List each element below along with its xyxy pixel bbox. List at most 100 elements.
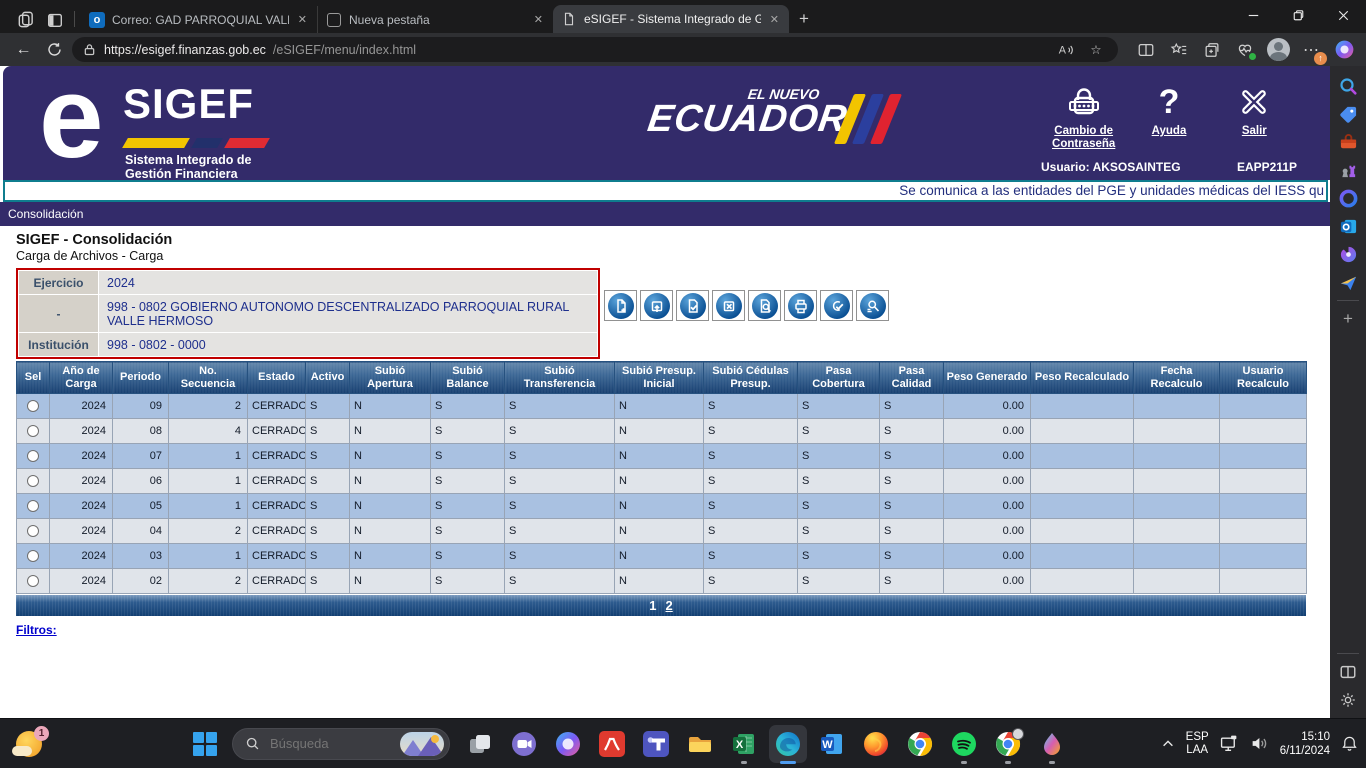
- network-icon[interactable]: [1220, 734, 1239, 753]
- cell: S: [798, 394, 880, 419]
- page-number-link[interactable]: 2: [666, 598, 673, 613]
- toolbar-validate-record-button[interactable]: [676, 290, 709, 321]
- back-icon[interactable]: ←: [10, 36, 37, 63]
- row-select-radio[interactable]: [27, 575, 39, 587]
- taskbar-search[interactable]: [232, 728, 450, 760]
- sidebar-settings-icon[interactable]: [1335, 690, 1361, 710]
- hidden-icons-chevron[interactable]: [1161, 737, 1175, 751]
- sidebar-search-icon[interactable]: [1335, 76, 1361, 96]
- cell: S: [431, 569, 505, 594]
- minimize-button[interactable]: [1231, 0, 1276, 31]
- toolbar-delete-record-button[interactable]: [712, 290, 745, 321]
- cell: S: [704, 444, 798, 469]
- cell: S: [306, 569, 350, 594]
- cell: [1031, 469, 1134, 494]
- row-select-radio[interactable]: [27, 450, 39, 462]
- notification-bell-icon[interactable]: [1341, 735, 1358, 752]
- taskbar-firefox-icon[interactable]: [862, 721, 890, 767]
- row-select-radio[interactable]: [27, 475, 39, 487]
- profile-avatar[interactable]: [1266, 38, 1290, 62]
- address-bar[interactable]: https://esigef.finanzas.gob.ec/eSIGEF/me…: [72, 37, 1118, 62]
- row-select-radio[interactable]: [27, 425, 39, 437]
- taskbar-word-icon[interactable]: W: [818, 721, 846, 767]
- tab-close-icon[interactable]: ✕: [532, 13, 545, 26]
- new-tab-button[interactable]: +: [799, 9, 809, 29]
- logout-button[interactable]: Salir: [1212, 82, 1297, 151]
- cell: S: [306, 544, 350, 569]
- tab-close-icon[interactable]: ✕: [768, 13, 781, 26]
- taskbar-copilot-icon[interactable]: [554, 721, 582, 767]
- taskbar-file-explorer-icon[interactable]: [686, 721, 714, 767]
- cell: [1220, 444, 1307, 469]
- cell: CERRADO: [248, 469, 306, 494]
- column-header: Usuario Recalculo: [1220, 362, 1307, 394]
- sidebar-add-icon[interactable]: +: [1335, 309, 1361, 329]
- browser-essentials-icon[interactable]: [1233, 38, 1257, 62]
- approve-record-icon: [824, 293, 850, 319]
- toolbar-upload-file-button[interactable]: [640, 290, 673, 321]
- filters-link[interactable]: Filtros:: [16, 623, 57, 637]
- read-aloud-icon[interactable]: A: [1053, 38, 1077, 62]
- split-screen-icon[interactable]: [1134, 38, 1158, 62]
- browser-tab-nueva-pestana[interactable]: Nueva pestaña ✕: [317, 6, 553, 33]
- toolbar-print-button[interactable]: [784, 290, 817, 321]
- taskbar-task-view-icon[interactable]: [466, 721, 494, 767]
- browser-tab-esigef-active[interactable]: eSIGEF - Sistema Integrado de G ✕: [553, 5, 789, 33]
- taskbar-edge-icon[interactable]: [774, 721, 802, 767]
- clock[interactable]: 15:106/11/2024: [1280, 730, 1330, 758]
- toolbar-search-records-button[interactable]: [856, 290, 889, 321]
- cell: CERRADO: [248, 394, 306, 419]
- copilot-icon[interactable]: [1332, 38, 1356, 62]
- refresh-icon[interactable]: [41, 36, 68, 63]
- sidebar-shopping-icon[interactable]: [1335, 104, 1361, 124]
- cell: S: [880, 444, 944, 469]
- taskbar-spotify-icon[interactable]: [950, 721, 978, 767]
- taskbar-rainmeter-icon[interactable]: [1038, 721, 1066, 767]
- row-select-radio[interactable]: [27, 550, 39, 562]
- taskbar-teams-icon[interactable]: [642, 721, 670, 767]
- sidebar-toolbox-icon[interactable]: [1335, 132, 1361, 152]
- collections-icon[interactable]: [1200, 38, 1224, 62]
- sidebar-microsoft-365-icon[interactable]: [1335, 188, 1361, 208]
- favorites-list-icon[interactable]: [1167, 38, 1191, 62]
- divider: [1337, 300, 1359, 301]
- language-indicator[interactable]: ESPLAA: [1186, 731, 1209, 757]
- row-select-radio[interactable]: [27, 400, 39, 412]
- taskbar-chat-icon[interactable]: [510, 721, 538, 767]
- taskbar-chrome-icon[interactable]: [906, 721, 934, 767]
- favorite-star-icon[interactable]: ☆: [1084, 38, 1108, 62]
- cell: [1031, 519, 1134, 544]
- row-select-radio[interactable]: [27, 525, 39, 537]
- change-password-button[interactable]: Cambio de Contraseña: [1041, 82, 1126, 151]
- row-select-radio[interactable]: [27, 500, 39, 512]
- sidebar-start-icon[interactable]: [1335, 272, 1361, 292]
- tab-actions-icon[interactable]: [40, 6, 70, 33]
- restore-button[interactable]: [1276, 0, 1321, 31]
- toolbar-preview-document-button[interactable]: [748, 290, 781, 321]
- widgets-button[interactable]: 1: [16, 731, 42, 757]
- form-value: 998 - 0802 GOBIERNO AUTONOMO DESCENTRALI…: [99, 295, 598, 333]
- search-input[interactable]: [268, 735, 378, 752]
- sidebar-games-icon[interactable]: [1335, 160, 1361, 180]
- taskbar-pdf-icon[interactable]: [598, 721, 626, 767]
- browser-tab-correo[interactable]: o Correo: GAD PARROQUIAL VALLE ✕: [81, 6, 317, 33]
- tab-close-icon[interactable]: ✕: [296, 13, 309, 26]
- sidebar-split-screen-icon[interactable]: [1335, 662, 1361, 682]
- sidebar-outlook-icon[interactable]: [1335, 216, 1361, 236]
- sidebar-designer-icon[interactable]: [1335, 244, 1361, 264]
- more-options-icon[interactable]: ⋯↑: [1299, 38, 1323, 62]
- breadcrumb[interactable]: Consolidación: [0, 202, 1330, 226]
- taskbar-excel-icon[interactable]: X: [730, 721, 758, 767]
- toolbar-approve-record-button[interactable]: [820, 290, 853, 321]
- start-button[interactable]: [192, 731, 218, 757]
- cell: 4: [169, 419, 248, 444]
- cell: 0.00: [944, 419, 1031, 444]
- help-button[interactable]: ? Ayuda: [1126, 82, 1211, 151]
- workspaces-icon[interactable]: [10, 6, 40, 33]
- toolbar-new-document-button[interactable]: [604, 290, 637, 321]
- volume-icon[interactable]: [1250, 734, 1269, 753]
- taskbar-chrome-profile-icon[interactable]: [994, 721, 1022, 767]
- close-window-button[interactable]: [1321, 0, 1366, 31]
- column-header: Estado: [248, 362, 306, 394]
- cell: 02: [113, 569, 169, 594]
